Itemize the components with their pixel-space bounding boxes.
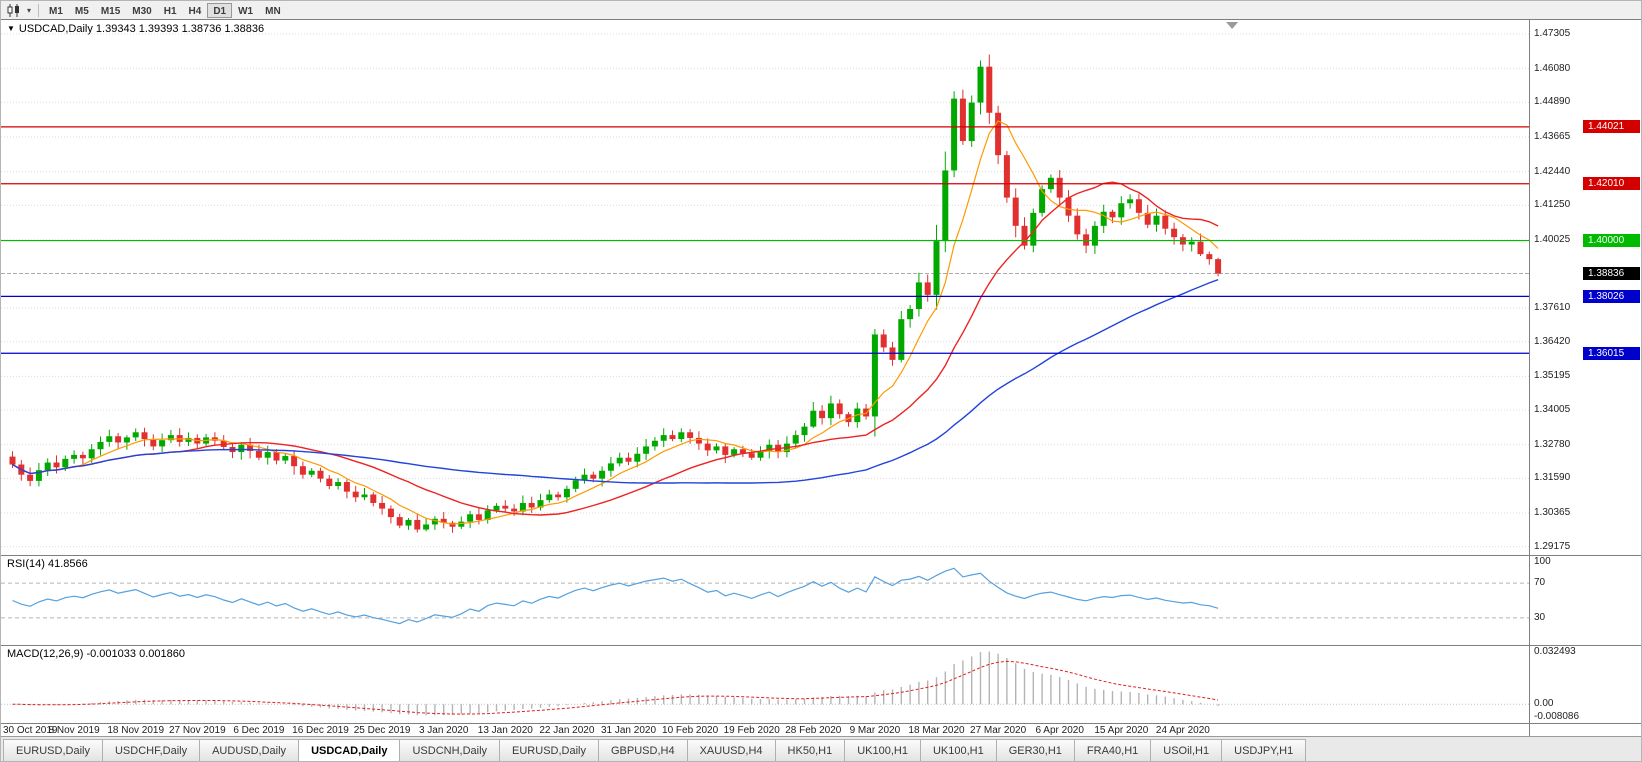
date-tick-label: 28 Feb 2020 <box>785 725 842 736</box>
main-chart-row: ▼ USDCAD,Daily 1.39343 1.39393 1.38736 1.… <box>1 19 1641 555</box>
date-tick-label: 3 Jan 2020 <box>418 725 469 736</box>
price-tick-label: 100 <box>1534 556 1551 567</box>
rsi-canvas <box>1 567 1529 625</box>
price-tick-label: 30 <box>1534 611 1546 623</box>
date-tick-label: 25 Dec 2019 <box>353 725 411 736</box>
timeframe-toolbar: ▾ M1 M5 M15 M30 H1 H4 D1 W1 MN <box>1 1 1641 19</box>
date-tick-label: 24 Apr 2020 <box>1155 725 1210 736</box>
chart-type-icon[interactable] <box>4 3 24 18</box>
price-tick-label: 1.37610 <box>1534 302 1571 314</box>
price-tick-label: 0.00 <box>1534 698 1554 710</box>
macd-label: MACD(12,26,9) -0.001033 0.001860 <box>7 648 185 660</box>
chart-tab-10-uk100-h1[interactable]: UK100,H1 <box>919 739 997 761</box>
macd-plot[interactable]: MACD(12,26,9) -0.001033 0.001860 <box>1 646 1529 723</box>
chart-title-text: USDCAD,Daily 1.39343 1.39393 1.38736 1.3… <box>18 23 265 35</box>
date-tick-label: 22 Jan 2020 <box>539 725 595 736</box>
hline-price-label: 1.36015 <box>1583 346 1640 360</box>
date-tick-label: 16 Dec 2019 <box>292 725 349 736</box>
price-tick-label: 1.40025 <box>1534 233 1571 245</box>
price-tick-label: 1.35195 <box>1534 370 1571 382</box>
date-tick-label: 30 Oct 2019 <box>3 725 58 736</box>
timeframe-button-h4[interactable]: H4 <box>188 5 202 17</box>
timeframe-button-w1[interactable]: W1 <box>238 5 254 17</box>
date-tick-label: 6 Apr 2020 <box>1035 725 1084 736</box>
price-tick-label: 1.43665 <box>1534 130 1571 142</box>
timeframe-button-m30[interactable]: M30 <box>132 5 152 17</box>
chart-tab-8-hk50-h1[interactable]: HK50,H1 <box>774 739 846 761</box>
date-tick-label: 10 Feb 2020 <box>662 725 719 736</box>
chart-tab-9-uk100-h1[interactable]: UK100,H1 <box>844 739 921 761</box>
date-tick-label: 18 Mar 2020 <box>908 725 965 736</box>
current-price-label: 1.38836 <box>1583 266 1640 280</box>
hline-price-label: 1.38026 <box>1583 289 1640 303</box>
macd-axis[interactable]: 0.032493 0.00 -0.008086 <box>1529 646 1641 723</box>
time-axis[interactable]: 30 Oct 2019 8 Nov 2019 18 Nov 2019 27 Nov 2… <box>1 723 1641 736</box>
chart-tab-7-xauusd-h4[interactable]: XAUUSD,H4 <box>686 739 776 761</box>
chart-tab-3-usdcad-daily[interactable]: USDCAD,Daily <box>298 739 401 761</box>
chart-tab-6-gbpusd-h4[interactable]: GBPUSD,H4 <box>598 739 688 761</box>
timeframe-group: M1 M5 M15 M30 H1 H4 D1 W1 MN <box>43 2 287 18</box>
price-tick-label: 1.41250 <box>1534 199 1571 211</box>
date-tick-label: 19 Feb 2020 <box>723 725 780 736</box>
date-tick-label: 27 Mar 2020 <box>970 725 1027 736</box>
rsi-plot[interactable]: RSI(14) 41.8566 <box>1 556 1529 645</box>
price-tick-label: 1.36420 <box>1534 335 1571 347</box>
price-axis[interactable]: 1.47305 1.46080 1.44890 1.43665 1.42440 1.412… <box>1529 20 1641 555</box>
chart-tab-13-usoil-h1[interactable]: USOil,H1 <box>1150 739 1223 761</box>
chart-tab-4-usdcnh-daily[interactable]: USDCNH,Daily <box>399 739 501 761</box>
price-tick-label: 1.32780 <box>1534 438 1571 450</box>
toolbar-separator <box>38 3 39 17</box>
chart-tab-11-ger30-h1[interactable]: GER30,H1 <box>995 739 1075 761</box>
timeframe-button-h1[interactable]: H1 <box>163 5 177 17</box>
main-chart-canvas <box>1 22 1529 548</box>
timeframe-button-m5[interactable]: M5 <box>74 5 89 17</box>
chart-tab-bar: EURUSD,Daily USDCHF,Daily AUDUSD,Daily USDC… <box>1 736 1641 761</box>
chart-tab-0-eurusd-daily[interactable]: EURUSD,Daily <box>3 739 103 761</box>
date-tick-label: 15 Apr 2020 <box>1094 725 1149 736</box>
price-tick-label: 0.032493 <box>1534 646 1576 657</box>
timeframe-button-mn[interactable]: MN <box>265 5 281 17</box>
date-tick-label: 6 Dec 2019 <box>233 725 285 736</box>
chart-tab-1-usdchf-daily[interactable]: USDCHF,Daily <box>101 739 201 761</box>
date-tick-label: 8 Nov 2019 <box>48 725 100 736</box>
chart-tab-5-eurusd-daily[interactable]: EURUSD,Daily <box>499 739 599 761</box>
chart-title: ▼ USDCAD,Daily 1.39343 1.39393 1.38736 1.… <box>7 23 264 35</box>
price-tick-label: 1.30365 <box>1534 507 1571 518</box>
date-tick-label: 18 Nov 2019 <box>107 725 165 736</box>
timeframe-button-m15[interactable]: M15 <box>100 5 121 17</box>
price-tick-label: 70 <box>1534 577 1546 589</box>
price-tick-label: -0.008086 <box>1534 711 1580 722</box>
price-tick-label: 1.44890 <box>1534 96 1571 108</box>
timeframe-button-m1[interactable]: M1 <box>49 5 63 17</box>
date-tick-label: 31 Jan 2020 <box>600 725 657 736</box>
axis-separator <box>1529 724 1530 736</box>
chart-tab-2-audusd-daily[interactable]: AUDUSD,Daily <box>199 739 300 761</box>
main-chart-plot[interactable]: ▼ USDCAD,Daily 1.39343 1.39393 1.38736 1.… <box>1 20 1529 555</box>
chart-tab-12-fra40-h1[interactable]: FRA40,H1 <box>1073 739 1152 761</box>
price-tick-label: 1.47305 <box>1534 27 1571 39</box>
price-tick-label: 1.29175 <box>1534 540 1571 552</box>
chart-type-dropdown-caret-icon[interactable]: ▾ <box>26 5 31 15</box>
chart-tab-14-usdjpy-h1[interactable]: USDJPY,H1 <box>1221 739 1307 761</box>
price-tick-label: 1.34005 <box>1534 404 1571 416</box>
date-tick-label: 27 Nov 2019 <box>168 725 226 736</box>
rsi-panel-row: RSI(14) 41.8566 100 70 30 <box>1 555 1641 645</box>
hline-price-label: 1.44021 <box>1583 120 1640 134</box>
macd-panel-row: MACD(12,26,9) -0.001033 0.001860 0.03249… <box>1 645 1641 723</box>
chart-shift-marker-icon[interactable] <box>1226 22 1239 29</box>
price-tick-label: 1.46080 <box>1534 62 1571 74</box>
timeframe-button-d1[interactable]: D1 <box>207 2 233 18</box>
collapse-triangle-icon[interactable]: ▼ <box>7 24 15 33</box>
macd-canvas <box>1 651 1529 716</box>
rsi-label: RSI(14) 41.8566 <box>7 558 88 570</box>
date-tick-label: 9 Mar 2020 <box>849 725 901 736</box>
hline-price-label: 1.42010 <box>1583 177 1640 191</box>
rsi-axis[interactable]: 100 70 30 <box>1529 556 1641 645</box>
price-tick-label: 1.31590 <box>1534 472 1571 484</box>
date-tick-label: 13 Jan 2020 <box>477 725 533 736</box>
hline-price-label: 1.40000 <box>1583 234 1640 248</box>
price-tick-label: 1.42440 <box>1534 165 1571 177</box>
